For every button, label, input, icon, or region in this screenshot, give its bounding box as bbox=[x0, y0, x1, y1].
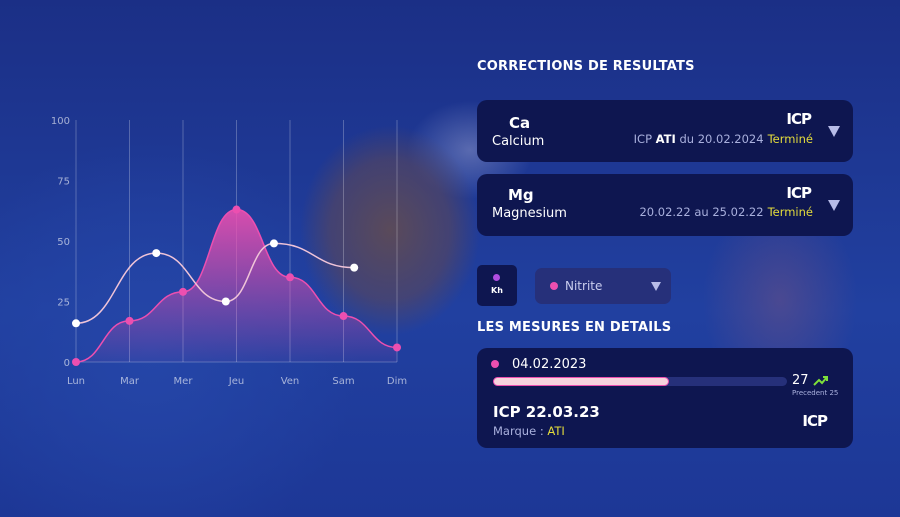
measure-date: 04.02.2023 bbox=[512, 357, 587, 372]
x-tick-label: Ven bbox=[281, 376, 300, 387]
x-tick-label: Dim bbox=[387, 376, 407, 387]
element-name: Calcium bbox=[492, 134, 545, 149]
y-tick-label: 100 bbox=[51, 116, 70, 127]
correction-meta: 20.02.22 au 25.02.22 Terminé bbox=[639, 205, 813, 219]
y-tick-label: 0 bbox=[64, 358, 70, 369]
line-chart: Lun Mar Mer Jeu Ven Sam Dim 0 25 50 75 100 bbox=[51, 116, 407, 387]
chevron-down-icon bbox=[651, 282, 661, 291]
x-tick-label: Mar bbox=[120, 376, 140, 387]
series-dot-icon bbox=[491, 360, 499, 368]
x-tick-label: Sam bbox=[332, 376, 354, 387]
y-tick-label: 75 bbox=[57, 177, 70, 188]
kh-filter-button[interactable]: Kh bbox=[477, 265, 517, 306]
element-name: Magnesium bbox=[492, 206, 567, 221]
correction-card-calcium[interactable]: Ca Calcium ICP ICP ATI du 20.02.2024 Term… bbox=[477, 100, 853, 162]
data-point[interactable] bbox=[152, 249, 161, 258]
parameter-select[interactable]: Nitrite bbox=[535, 268, 671, 304]
details-title: LES MESURES EN DETAILS bbox=[477, 320, 672, 335]
kh-dot-icon bbox=[493, 274, 500, 281]
y-tick-label: 50 bbox=[57, 237, 70, 248]
icp-logo: ICP bbox=[786, 110, 812, 128]
y-tick-label: 25 bbox=[57, 298, 70, 309]
icp-logo: ICP bbox=[786, 184, 812, 202]
data-point[interactable] bbox=[350, 263, 359, 272]
data-point[interactable] bbox=[286, 273, 294, 282]
data-point[interactable] bbox=[221, 297, 230, 306]
previous-value: Precedent 25 bbox=[792, 389, 839, 397]
x-tick-label: Mer bbox=[174, 376, 194, 387]
data-point[interactable] bbox=[125, 316, 134, 325]
data-point[interactable] bbox=[72, 319, 80, 328]
icp-logo: ICP bbox=[802, 412, 828, 430]
dropdown-arrow-icon[interactable] bbox=[828, 126, 840, 137]
data-point[interactable] bbox=[269, 239, 278, 248]
measure-detail-card[interactable]: 04.02.2023 27 Precedent 25 ICP 22.03.23 … bbox=[477, 348, 853, 448]
kh-label: Kh bbox=[491, 286, 503, 295]
correction-card-magnesium[interactable]: Mg Magnesium ICP 20.02.22 au 25.02.22 Ter… bbox=[477, 174, 853, 236]
data-point[interactable] bbox=[232, 205, 241, 214]
data-point[interactable] bbox=[339, 312, 348, 321]
corrections-title: CORRECTIONS DE RESULTATS bbox=[477, 59, 695, 74]
brand-line: Marque : ATI bbox=[493, 424, 565, 438]
parameter-dot-icon bbox=[550, 282, 558, 290]
element-symbol: Mg bbox=[508, 186, 534, 204]
select-value: Nitrite bbox=[565, 279, 603, 293]
data-point[interactable] bbox=[179, 287, 187, 296]
x-tick-label: Lun bbox=[67, 376, 85, 387]
series-area bbox=[76, 209, 397, 362]
trend-up-icon bbox=[813, 376, 828, 386]
data-point[interactable] bbox=[72, 358, 80, 366]
progress-bar bbox=[493, 377, 787, 386]
element-symbol: Ca bbox=[509, 114, 531, 132]
correction-meta: ICP ATI du 20.02.2024 Terminé bbox=[633, 132, 813, 146]
status-badge: Terminé bbox=[767, 205, 813, 219]
status-badge: Terminé bbox=[767, 132, 813, 146]
data-point[interactable] bbox=[393, 343, 401, 352]
x-tick-label: Jeu bbox=[228, 376, 244, 387]
measure-value: 27 bbox=[792, 373, 809, 388]
dropdown-arrow-icon[interactable] bbox=[828, 200, 840, 211]
icp-title: ICP 22.03.23 bbox=[493, 403, 600, 421]
progress-fill bbox=[493, 377, 670, 386]
